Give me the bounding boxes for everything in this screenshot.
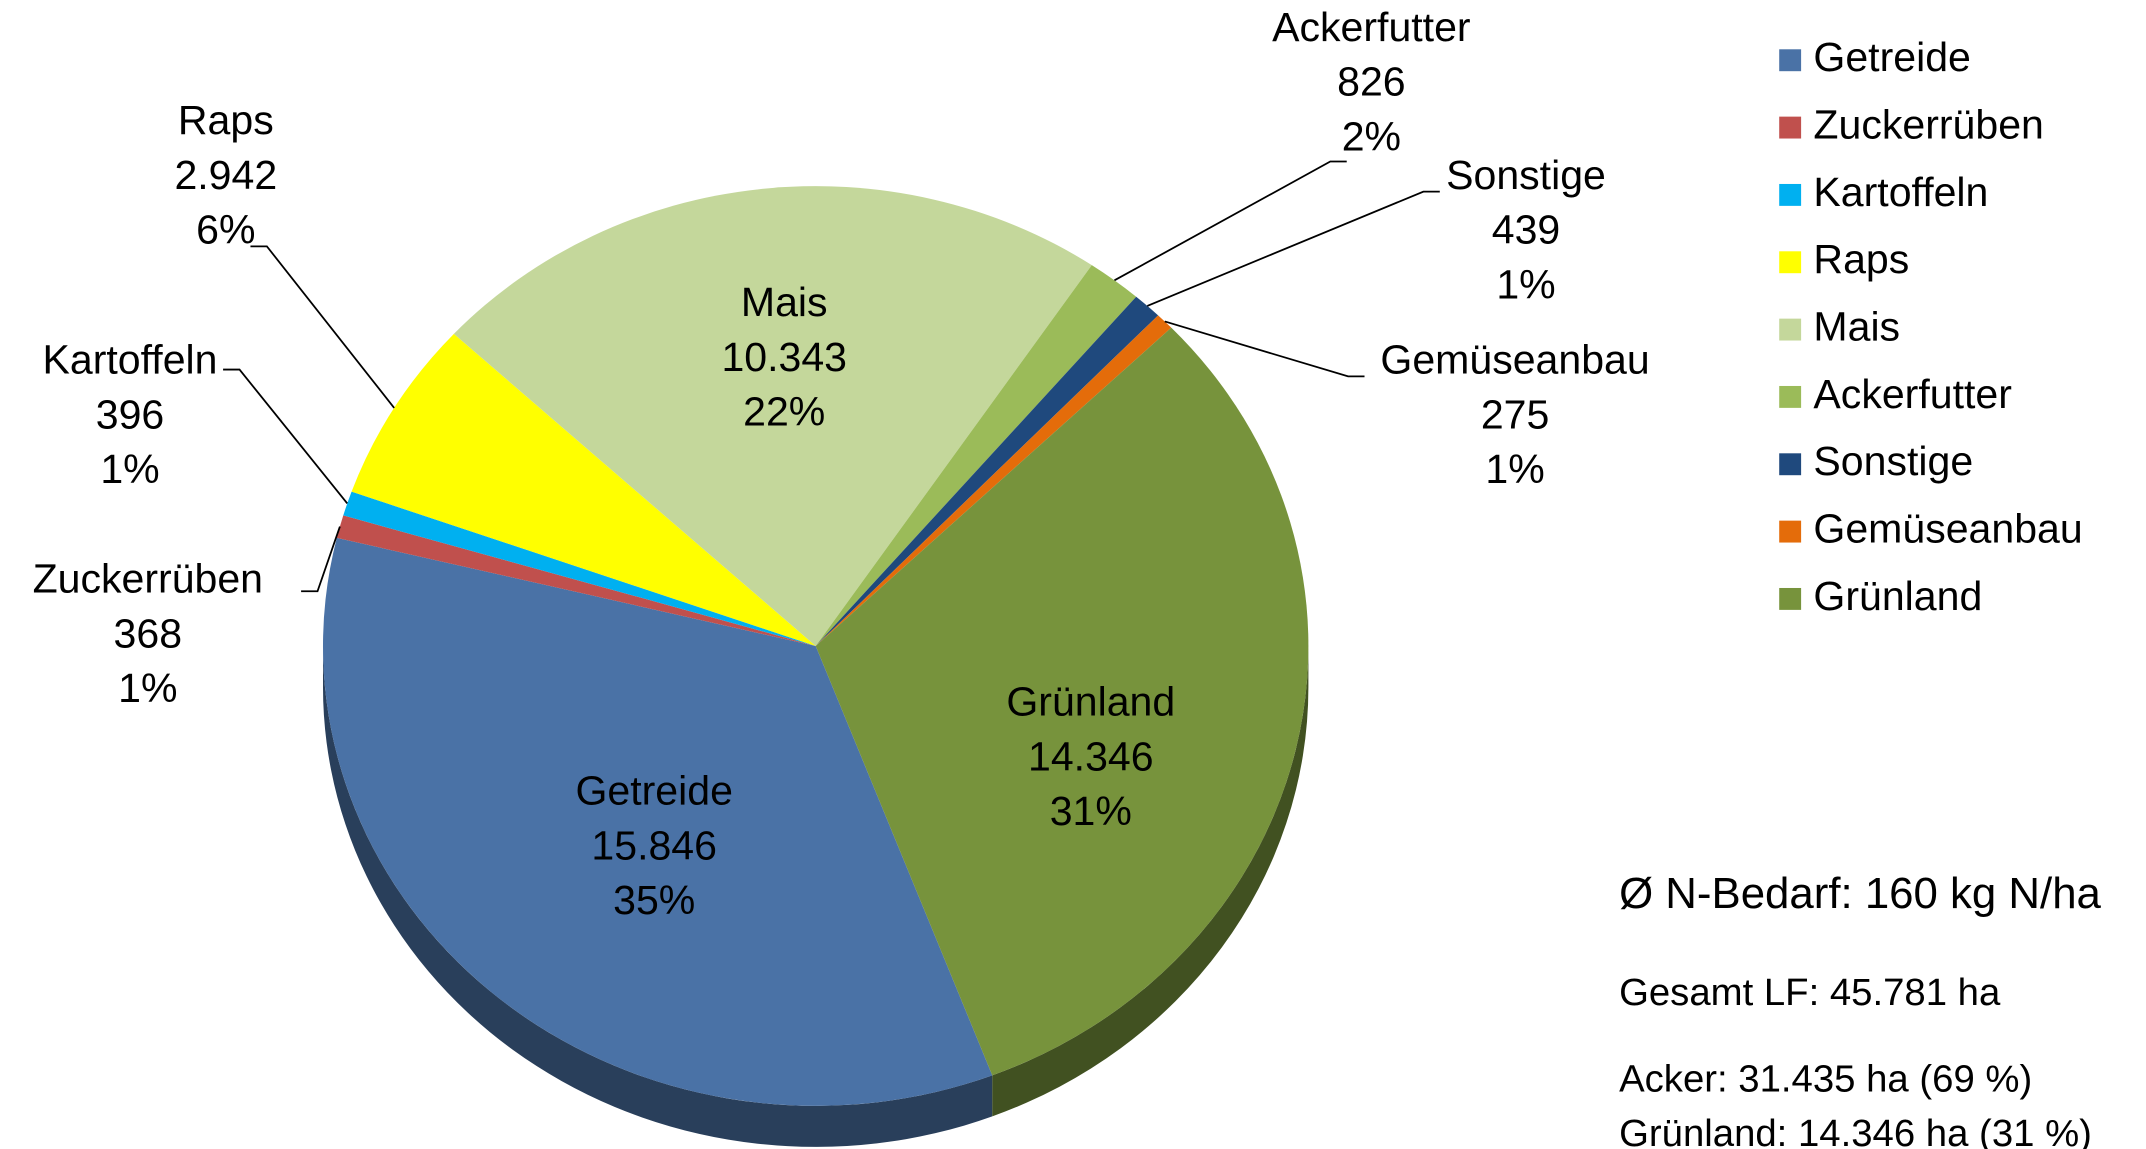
data-label: Ackerfutter [1272, 4, 1470, 50]
slice [343, 491, 816, 647]
data-label: 2.942 [174, 152, 277, 198]
data-label: Grünland [1006, 679, 1175, 725]
legend-swatch [1779, 453, 1802, 476]
slice-side [322, 646, 993, 1147]
data-label: Kartoffeln [43, 337, 218, 383]
legend-label: Ackerfutter [1813, 371, 2011, 417]
legend-label: Grünland [1813, 573, 1982, 619]
legend-swatch [1779, 116, 1802, 139]
slice [815, 327, 1309, 1076]
leader-line [1114, 160, 1347, 282]
data-label: 1% [1496, 261, 1555, 307]
data-label: 1% [1485, 446, 1544, 492]
data-label: 1% [118, 665, 177, 711]
data-label: Getreide [575, 768, 732, 814]
slice [453, 186, 1092, 647]
slice [815, 315, 1172, 647]
leader-line [1146, 190, 1440, 307]
data-label: 396 [96, 391, 165, 437]
annotation: Ø N-Bedarf: 160 kg N/ha [1619, 869, 2101, 918]
legend-label: Getreide [1813, 34, 1970, 80]
leader-line [301, 526, 341, 593]
legend-swatch [1779, 520, 1802, 543]
legend-swatch [1779, 183, 1802, 206]
data-label: 275 [1481, 391, 1550, 437]
data-label: Zuckerrüben [33, 556, 263, 602]
legend-swatch [1779, 318, 1802, 341]
legend-swatch [1779, 587, 1802, 610]
data-label: 826 [1337, 59, 1406, 105]
leader-line [1164, 320, 1365, 378]
slice [815, 296, 1159, 647]
data-label: 2% [1342, 113, 1401, 159]
data-label: 31% [1050, 788, 1132, 834]
data-label: 15.846 [591, 822, 717, 868]
data-label: 6% [196, 207, 255, 253]
annotation: Gesamt LF: 45.781 ha [1619, 971, 2001, 1014]
legend-swatch [1779, 385, 1802, 408]
legend-label: Kartoffeln [1813, 169, 1988, 215]
data-label: Mais [741, 279, 828, 325]
legend-label: Zuckerrüben [1813, 101, 2043, 147]
data-label: Gemüseanbau [1380, 337, 1649, 383]
annotation: Grünland: 14.346 ha (31 %) [1619, 1112, 2092, 1149]
data-label: 35% [613, 877, 695, 923]
slice [815, 265, 1137, 647]
slice [351, 333, 816, 647]
annotation: Acker: 31.435 ha (69 %) [1619, 1057, 2032, 1100]
slice [322, 537, 993, 1106]
data-label: 22% [743, 389, 825, 435]
legend-label: Sonstige [1813, 438, 1973, 484]
data-label: 14.346 [1028, 733, 1154, 779]
legend-label: Mais [1813, 303, 1900, 349]
data-label: 439 [1492, 207, 1561, 253]
legend-swatch [1779, 251, 1802, 274]
slice [336, 515, 816, 647]
data-label: Sonstige [1446, 152, 1606, 198]
data-label: 1% [100, 446, 159, 492]
leader-line [250, 245, 395, 409]
data-label: Raps [178, 97, 274, 143]
data-label: 368 [114, 610, 183, 656]
legend-swatch [1779, 49, 1802, 72]
slice-side [992, 646, 1309, 1117]
leader-line [223, 368, 348, 505]
legend-label: Raps [1813, 236, 1909, 282]
legend-label: Gemüseanbau [1813, 505, 2082, 551]
data-label: 10.343 [721, 334, 847, 380]
